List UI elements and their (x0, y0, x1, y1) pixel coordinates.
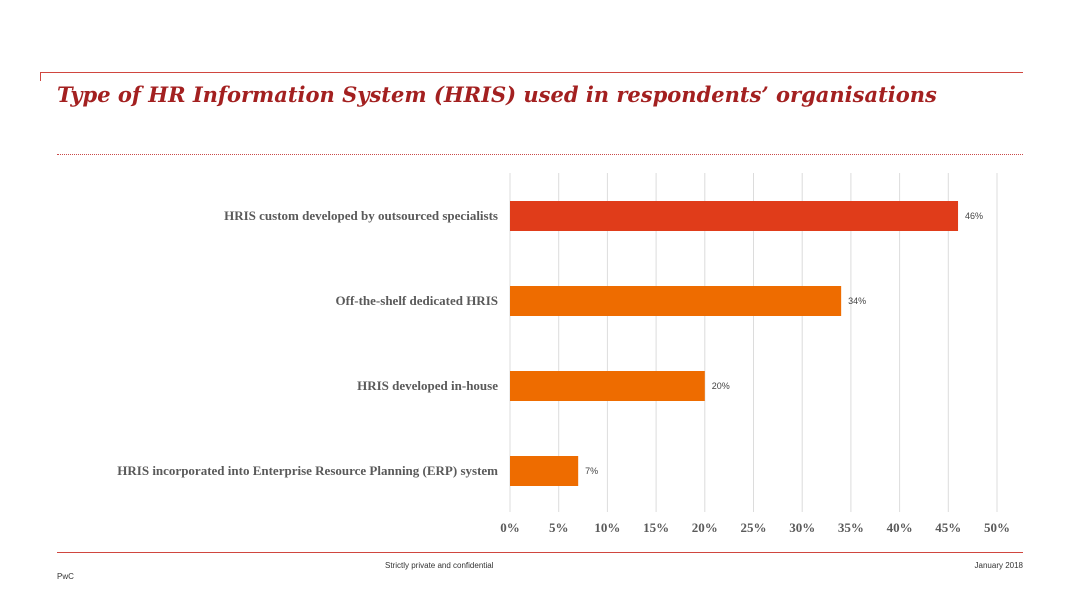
data-label: 20% (712, 381, 730, 391)
top-rule (40, 72, 1023, 73)
x-tick-label: 25% (741, 520, 767, 535)
bar (510, 286, 842, 316)
x-tick-label: 0% (500, 520, 520, 535)
data-label: 46% (965, 211, 983, 221)
x-tick-label: 15% (643, 520, 669, 535)
category-label: HRIS custom developed by outsourced spec… (224, 208, 498, 223)
category-label: HRIS developed in-house (357, 378, 498, 393)
footer-rule (57, 552, 1023, 553)
bar (510, 371, 705, 401)
category-label: HRIS incorporated into Enterprise Resour… (117, 463, 498, 478)
x-tick-label: 40% (887, 520, 913, 535)
x-tick-label: 50% (984, 520, 1010, 535)
footer-brand: PwC (57, 572, 74, 581)
bar (510, 456, 579, 486)
x-tick-label: 35% (838, 520, 864, 535)
x-tick-label: 45% (935, 520, 961, 535)
x-tick-label: 5% (549, 520, 569, 535)
corner-tick (40, 72, 41, 81)
footer-confidential: Strictly private and confidential (385, 561, 494, 570)
bar (510, 201, 959, 231)
slide-title: Type of HR Information System (HRIS) use… (57, 82, 937, 107)
x-tick-label: 20% (692, 520, 718, 535)
category-label: Off-the-shelf dedicated HRIS (336, 293, 499, 308)
x-tick-label: 10% (594, 520, 620, 535)
footer-date: January 2018 (974, 561, 1023, 570)
title-divider (57, 154, 1023, 155)
x-tick-label: 30% (789, 520, 815, 535)
data-label: 7% (585, 466, 598, 476)
data-label: 34% (848, 296, 866, 306)
